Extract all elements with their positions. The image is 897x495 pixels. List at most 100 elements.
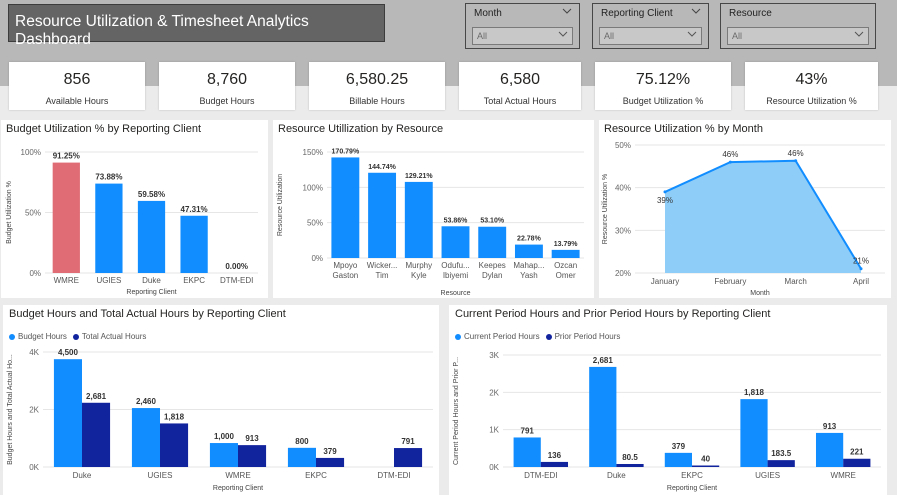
resource-dropdown-value: All (732, 31, 743, 41)
period-hours-chart-panel: Current Period Hours and Prior Period Ho… (449, 305, 887, 495)
bar-total-actual-hours-ekpc (316, 457, 345, 467)
month-dropdown[interactable]: All (472, 27, 573, 45)
legend-item: Prior Period Hours (545, 332, 620, 341)
data-label: 2,460 (136, 397, 157, 406)
kpi-total-actual-hours: 6,580 Total Actual Hours (459, 62, 581, 110)
resource-dropdown[interactable]: All (727, 27, 869, 45)
x-axis-title: Month (750, 290, 770, 297)
data-label: 136 (548, 451, 562, 460)
data-label: 39% (657, 196, 673, 205)
data-label: 53.10% (480, 218, 505, 225)
y-axis-title: Resource Utilization (277, 174, 284, 236)
budget-utilization-chart-panel: Budget Utilization % by Reporting Client… (1, 120, 268, 298)
bar-duke (137, 200, 166, 273)
x-tick-label: Mahap... (513, 261, 544, 270)
legend-item: Total Actual Hours (72, 332, 146, 341)
bar-prior-period-hours-ekpc (692, 465, 720, 467)
x-axis-title: Reporting Client (126, 289, 176, 296)
y-tick-label: 100% (303, 183, 323, 192)
chart-title: Resource Utilization % by Month (604, 123, 763, 135)
reporting-client-dropdown[interactable]: All (599, 27, 702, 45)
data-point (663, 190, 667, 194)
data-label: 73.88% (95, 173, 122, 182)
bar-prior-period-hours-dtm-edi (540, 461, 569, 467)
bar-budget-hours-ugies (131, 408, 160, 467)
data-label: 1,000 (214, 432, 235, 441)
data-label: 46% (722, 150, 738, 159)
month-dropdown-value: All (477, 31, 488, 41)
data-label: 21% (853, 257, 869, 266)
y-axis-title: Budget Utilization % (6, 181, 13, 244)
x-tick-label: Ibiyemi (443, 271, 469, 280)
y-tick-label: 20% (615, 269, 631, 278)
resource-slicer[interactable]: Resource All (720, 3, 876, 49)
x-tick-label: January (651, 277, 679, 286)
chart-legend: Budget Hours Total Actual Hours (9, 332, 152, 341)
bar-keepes-dylan (478, 226, 507, 258)
bar-ugies (95, 183, 123, 273)
reporting-client-slicer[interactable]: Reporting Client All (592, 3, 709, 49)
bar-budget-hours-duke (53, 359, 82, 467)
data-label: 221 (850, 448, 864, 457)
x-tick-label: Omer (556, 271, 576, 280)
data-point (728, 160, 732, 164)
x-tick-label: Kyle (411, 271, 427, 280)
x-tick-label: March (785, 277, 807, 286)
kpi-value: 6,580.25 (345, 71, 409, 88)
x-tick-label: WMRE (831, 471, 856, 480)
chevron-down-icon[interactable] (691, 8, 701, 14)
bar-current-period-hours-ugies (740, 399, 768, 467)
x-tick-label: Duke (73, 471, 92, 480)
x-tick-label: Duke (142, 276, 161, 285)
bar-murphy-kyle (404, 181, 433, 258)
kpi-value: 6,580 (499, 71, 541, 88)
bar-total-actual-hours-wmre (238, 445, 267, 467)
x-tick-label: Ozcan (554, 261, 577, 270)
data-label: 80.5 (622, 453, 638, 462)
kpi-budget-hours: 8,760 Budget Hours (159, 62, 295, 110)
month-slicer-label: Month (474, 8, 502, 19)
data-label: 2,681 (593, 356, 614, 365)
data-label: 791 (401, 437, 415, 446)
legend-dot (72, 333, 79, 340)
data-label: 800 (295, 437, 309, 446)
y-tick-label: 1K (489, 426, 499, 435)
x-axis-title: Resource (441, 290, 471, 297)
chevron-down-icon (687, 31, 697, 37)
bar-prior-period-hours-ugies (767, 460, 795, 467)
chevron-down-icon[interactable] (562, 8, 572, 14)
bar-ozcan-omer (551, 249, 580, 258)
legend-dot (455, 333, 461, 340)
data-label: 59.58% (138, 190, 165, 199)
y-axis-title: Current Period Hours and Prior P... (453, 357, 460, 465)
y-tick-label: 0% (311, 254, 323, 263)
bar-total-actual-hours-duke (82, 402, 111, 467)
data-label: 13.79% (554, 241, 579, 248)
bar-prior-period-hours-duke (616, 463, 644, 467)
y-tick-label: 150% (303, 148, 323, 157)
kpi-budget-utilization: 75.12% Budget Utilization % (595, 62, 731, 110)
reporting-client-dropdown-value: All (604, 31, 615, 41)
chevron-down-icon (854, 31, 864, 37)
resource-utilization-chart-panel: Resource Utillization by Resource 0% 50% 1… (273, 120, 594, 298)
data-label: 47.31% (181, 205, 208, 214)
data-label: 0.00% (225, 262, 248, 271)
legend-dot (9, 333, 15, 340)
x-tick-label: Keepes (479, 261, 506, 270)
x-tick-label: Mpoyo (333, 261, 358, 270)
data-point (859, 267, 863, 271)
y-axis-title: Resource Utilization % (602, 174, 609, 244)
data-label: 53.86% (444, 217, 469, 224)
x-tick-label: Gaston (332, 271, 358, 280)
bar-mpoyo-gaston (331, 157, 360, 258)
kpi-value: 43% (795, 71, 828, 88)
kpi-available-hours: 856 Available Hours (9, 62, 145, 110)
resource-utilization-chart: 0% 50% 100% 150% Resource Utilization Resourc… (277, 148, 584, 297)
bar-mahap-yash (514, 244, 543, 258)
month-slicer[interactable]: Month All (465, 3, 580, 49)
y-tick-label: 50% (615, 141, 631, 150)
data-point (794, 159, 798, 163)
kpi-label: Budget Hours (199, 96, 255, 106)
x-tick-label: Wicker... (367, 261, 398, 270)
bar-odufu-ibiyemi (441, 226, 470, 258)
